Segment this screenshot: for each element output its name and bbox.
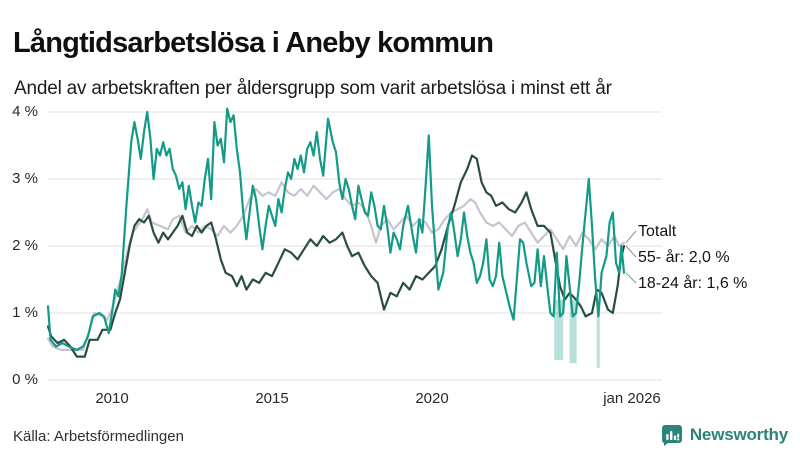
uncertainty-bar: [596, 313, 600, 368]
series-label-totalt: Totalt: [638, 223, 677, 240]
annotation-leader: [625, 230, 637, 243]
series-line-18-24 år: [46, 107, 626, 351]
y-axis-tick: 4 %: [12, 103, 38, 120]
annotation-leader: [625, 272, 637, 284]
y-axis-tick: 2 %: [12, 237, 38, 254]
series-line-55- år: [46, 154, 626, 358]
series-label-55: 55- år: 2,0 %: [638, 249, 730, 266]
newsworthy-logo-text: Newsworthy: [689, 425, 788, 444]
x-axis-tick: jan 2026: [603, 390, 661, 407]
uncertainty-bar: [554, 299, 564, 360]
newsworthy-branding: Newsworthy: [661, 424, 788, 446]
y-axis-tick: 3 %: [12, 170, 38, 187]
chart-subtitle: Andel av arbetskraften per åldersgrupp s…: [14, 78, 612, 99]
uncertainty-bar: [569, 299, 577, 364]
series-label-18-24: 18-24 år: 1,6 %: [638, 275, 748, 292]
x-axis-tick: 2020: [415, 390, 449, 407]
y-axis-tick: 1 %: [12, 304, 38, 321]
x-axis-tick: 2010: [95, 390, 129, 407]
x-axis-tick: 2015: [255, 390, 289, 407]
series-line-Totalt: [46, 181, 626, 351]
source-credit: Källa: Arbetsförmedlingen: [13, 428, 184, 445]
page-title: Långtidsarbetslösa i Aneby kommun: [13, 27, 494, 60]
newsworthy-logo-icon: [661, 425, 682, 446]
annotation-leader: [625, 245, 637, 258]
y-axis-tick: 0 %: [12, 371, 38, 388]
